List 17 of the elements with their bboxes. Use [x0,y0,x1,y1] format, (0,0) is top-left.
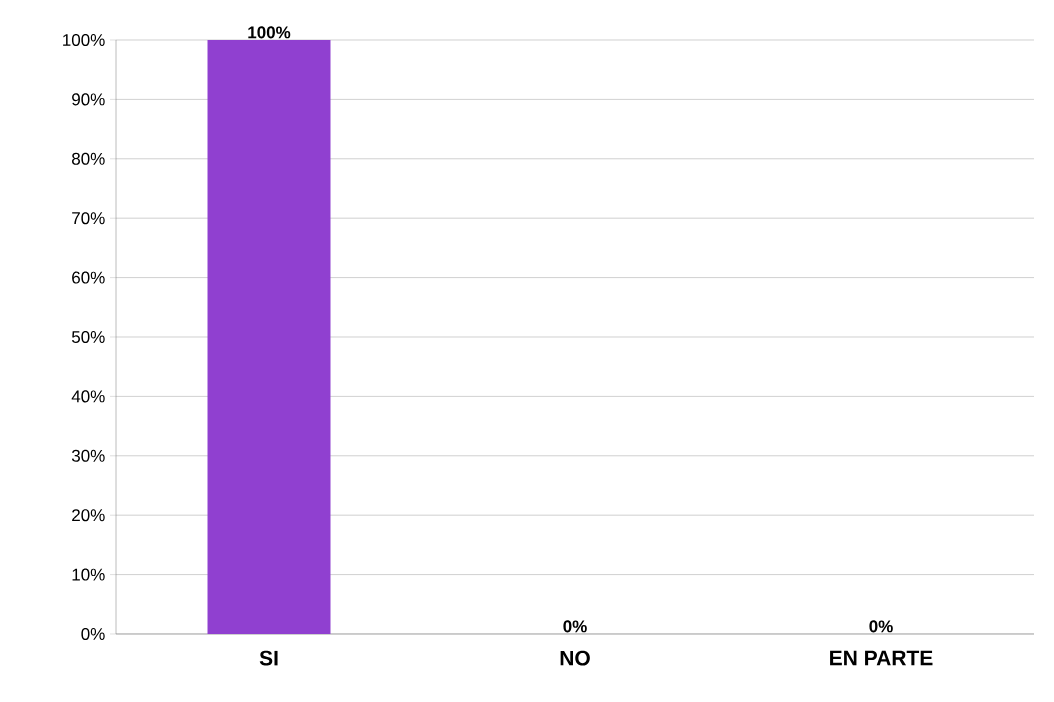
y-tick-label: 20% [72,509,105,522]
data-label: 0% [869,620,893,633]
x-tick-label: SI [259,650,278,666]
y-tick-label: 0% [81,627,105,640]
y-tick-label: 50% [71,330,105,344]
y-tick-label: 30% [71,449,105,462]
y-tick-label: 60% [72,271,105,284]
y-tick-label: 80% [72,152,105,165]
y-tick-label: 70% [72,212,105,225]
x-tick-label: EN PARTE [830,650,933,666]
y-tick-label: 100% [63,33,105,47]
y-tick-label: 90% [72,93,105,106]
data-label: 0% [563,620,587,633]
x-tick-label: NO [560,650,590,666]
data-label: 100% [248,26,291,39]
y-tick-label: 40% [71,390,105,403]
y-tick-label: 10% [72,568,105,581]
